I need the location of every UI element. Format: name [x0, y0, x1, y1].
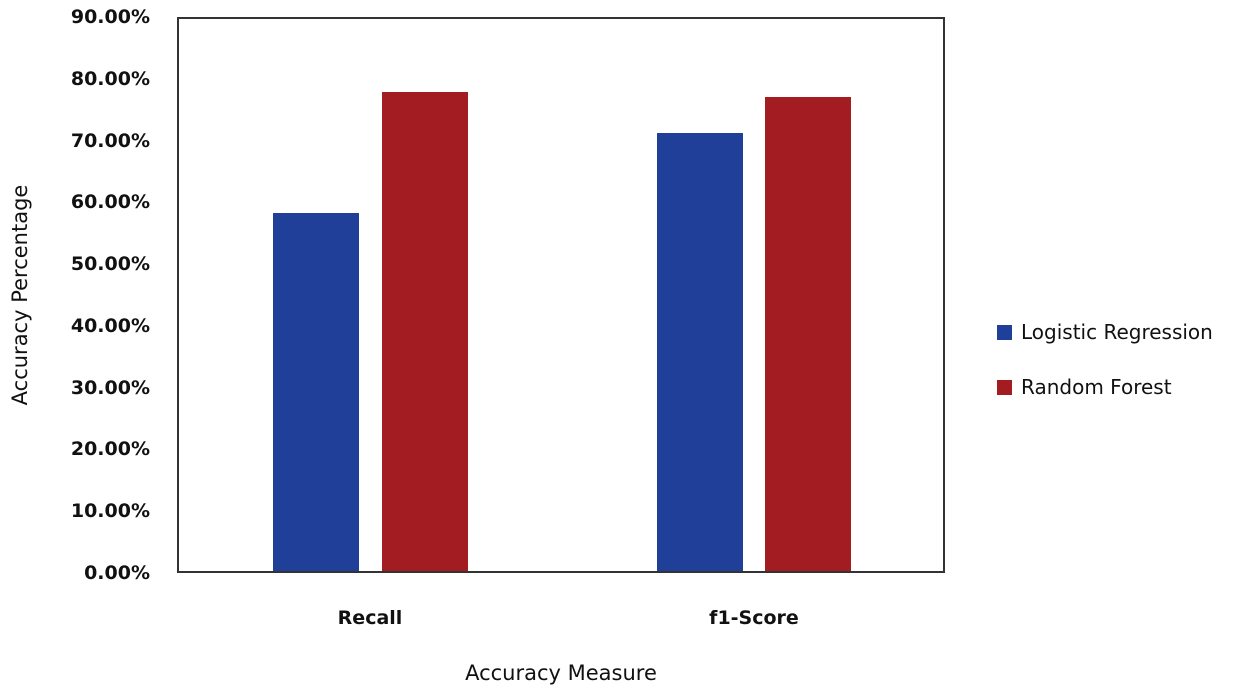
y-tick-label: 10.00%	[70, 500, 150, 523]
x-axis-title: Accuracy Measure	[465, 661, 657, 685]
y-tick-label: 50.00%	[70, 253, 150, 276]
bar	[382, 91, 468, 571]
y-tick-label: 20.00%	[70, 438, 150, 461]
legend-label: Logistic Regression	[1021, 320, 1213, 344]
bar	[765, 97, 851, 571]
y-tick-label: 0.00%	[84, 562, 150, 584]
x-category-label: f1-Score	[709, 607, 799, 629]
bar	[273, 212, 359, 571]
legend-swatch-icon	[997, 379, 1012, 395]
legend-item: Logistic Regression	[997, 320, 1213, 344]
y-tick-label: 60.00%	[70, 191, 150, 214]
y-tick-label: 90.00%	[70, 6, 150, 28]
bar	[657, 133, 743, 571]
legend-label: Random Forest	[1021, 375, 1172, 399]
y-axis-title: Accuracy Percentage	[8, 184, 32, 406]
y-tick-label: 80.00%	[70, 67, 150, 90]
y-tick-label: 70.00%	[70, 129, 150, 152]
plot-area	[177, 17, 945, 573]
legend-item: Random Forest	[997, 375, 1172, 399]
y-tick-label: 40.00%	[70, 314, 150, 337]
x-category-label: Recall	[337, 607, 403, 629]
legend-swatch-icon	[997, 324, 1012, 340]
y-tick-label: 30.00%	[70, 376, 150, 399]
